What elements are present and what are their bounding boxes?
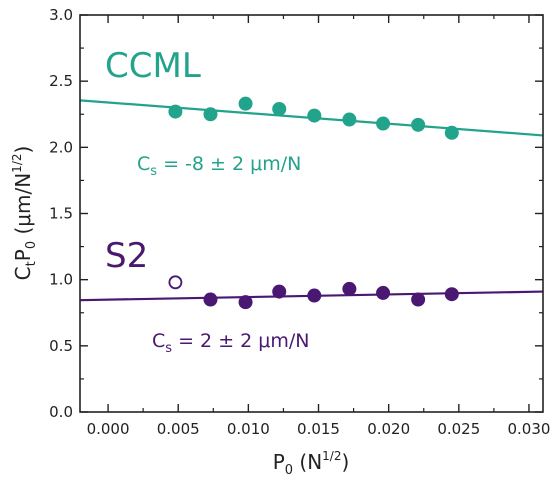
- data-point-s2: [376, 285, 391, 300]
- y-tick-label: 2.5: [49, 72, 73, 90]
- data-point-ccml: [444, 125, 459, 140]
- x-tick-label: 0.015: [297, 420, 340, 438]
- data-point-s2: [342, 281, 357, 296]
- y-axis-label-sup: 1/2: [10, 154, 24, 173]
- x-tick-label: 0.005: [157, 420, 200, 438]
- data-point-ccml: [376, 116, 391, 131]
- data-point-ccml: [307, 108, 322, 123]
- annotation-s2: Cs = 2 ± 2 μm/N: [152, 330, 310, 356]
- x-axis-label-end: ): [341, 450, 349, 474]
- open-data-point-s2: [168, 275, 183, 290]
- data-point-ccml: [168, 104, 183, 119]
- annotation-ccml-sub: s: [150, 164, 157, 179]
- x-axis-label-sub: 0: [285, 463, 293, 478]
- y-axis-label-p: P: [11, 249, 35, 261]
- data-point-ccml: [238, 96, 253, 111]
- x-tick-label: 0.010: [227, 420, 270, 438]
- plot-frame: [79, 14, 544, 413]
- x-tick-label: 0.030: [507, 420, 550, 438]
- annotation-ccml-c: C: [137, 153, 150, 175]
- y-tick-label: 1.5: [49, 205, 73, 223]
- y-tick-label: 2.0: [49, 138, 73, 156]
- data-point-s2: [307, 288, 322, 303]
- data-points: [168, 96, 459, 310]
- data-point-s2: [203, 292, 218, 307]
- x-axis-label-rest: (N: [293, 450, 322, 474]
- data-point-s2: [272, 284, 287, 299]
- series-label-s2: S2: [105, 236, 148, 276]
- y-axis-label-rest: (μm/N: [11, 173, 35, 241]
- data-point-s2: [444, 287, 459, 302]
- x-tick-label: 0.020: [367, 420, 410, 438]
- data-point-ccml: [203, 107, 218, 122]
- annotation-s2-sub: s: [165, 341, 172, 356]
- y-tick-label: 0.5: [49, 337, 73, 355]
- fit-lines: [79, 99, 544, 302]
- y-axis-label: CtP0 (μm/N1/2): [10, 146, 39, 281]
- data-point-ccml: [272, 101, 287, 116]
- y-axis-label-csub: t: [24, 261, 39, 266]
- series-label-ccml: CCML: [105, 46, 201, 86]
- y-axis-label-psub: 0: [24, 241, 39, 249]
- x-tick-label: 0.025: [437, 420, 480, 438]
- data-point-ccml: [342, 112, 357, 127]
- annotation-ccml: Cs = -8 ± 2 μm/N: [137, 153, 301, 179]
- data-point-s2: [411, 292, 426, 307]
- x-axis-label: P0 (N1/2): [273, 449, 350, 478]
- tick-labels: 0.000 0.005 0.010 0.015 0.020 0.025 0.030 0.0 0.…: [49, 6, 550, 438]
- y-tick-label: 0.0: [49, 403, 73, 421]
- data-point-s2: [238, 295, 253, 310]
- y-tick-label: 3.0: [49, 6, 73, 24]
- x-axis-label-main: P: [273, 450, 285, 474]
- y-axis-label-end: ): [11, 146, 35, 154]
- x-axis-label-sup: 1/2: [322, 449, 341, 463]
- annotation-ccml-text: = -8 ± 2 μm/N: [157, 153, 301, 175]
- data-point-ccml: [411, 117, 426, 132]
- y-tick-label: 1.0: [49, 271, 73, 289]
- y-axis-label-c: C: [11, 266, 35, 280]
- annotation-s2-c: C: [152, 330, 165, 352]
- x-tick-label: 0.000: [87, 420, 130, 438]
- annotation-s2-text: = 2 ± 2 μm/N: [172, 330, 309, 352]
